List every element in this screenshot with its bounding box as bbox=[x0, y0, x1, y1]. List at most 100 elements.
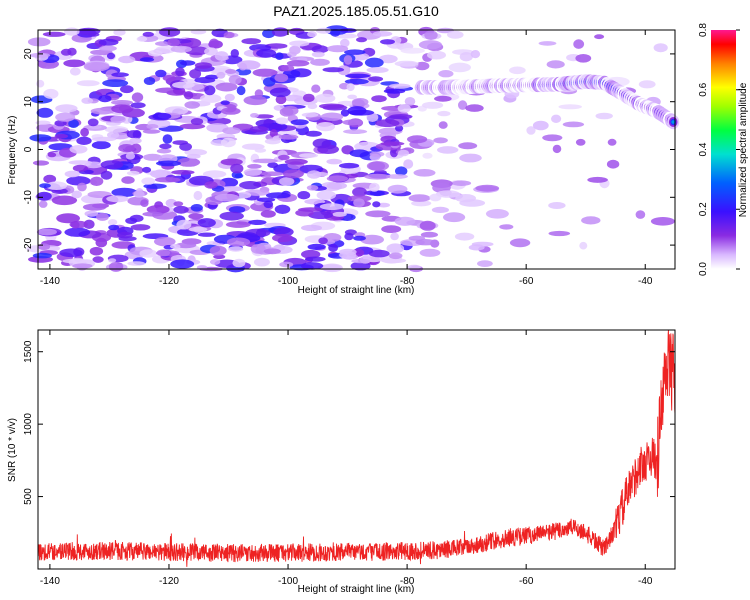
spectrogram-noise-cell bbox=[188, 226, 208, 232]
spectrogram-noise-cell bbox=[199, 94, 222, 103]
snr-frame bbox=[37, 329, 676, 570]
x-tick-label: -100 bbox=[278, 576, 298, 587]
spectrogram-noise-cell bbox=[575, 54, 592, 63]
spectrogram-noise-cell bbox=[67, 47, 77, 56]
spectrogram-noise-cell bbox=[120, 85, 134, 94]
spectrogram-noise-cell bbox=[188, 213, 204, 220]
spectrogram-noise-cell bbox=[111, 187, 138, 197]
spectrogram-noise-cell bbox=[319, 203, 344, 211]
spectrogram-noise-cell bbox=[209, 245, 227, 256]
spectrogram-noise-cell bbox=[380, 39, 395, 45]
spectrogram-noise-cell bbox=[27, 37, 51, 47]
spectrogram-noise-cell bbox=[167, 38, 180, 47]
spectrogram-noise-cell bbox=[365, 210, 391, 218]
spectrogram-noise-cell bbox=[594, 34, 605, 40]
spectrogram-noise-cell bbox=[241, 38, 261, 45]
spectrogram-noise-cell bbox=[143, 153, 163, 161]
spectrogram-noise-cell bbox=[83, 61, 110, 72]
spectrogram-noise-cell bbox=[226, 237, 251, 247]
spectrogram-noise-cell bbox=[76, 80, 100, 87]
x-tick-label: -80 bbox=[400, 276, 415, 287]
spectrogram-noise-cell bbox=[310, 58, 330, 66]
spectrogram-noise-cell bbox=[274, 73, 289, 83]
spectrogram-noise-cell bbox=[209, 38, 219, 49]
spectrogram-noise-cell bbox=[230, 49, 239, 58]
spectrogram-noise-cell bbox=[193, 190, 203, 201]
spectrogram-noise-cell bbox=[204, 47, 218, 56]
spectrogram-noise-cell bbox=[236, 85, 246, 96]
spectrogram-noise-cell bbox=[131, 143, 142, 154]
spectrogram-noise-cell bbox=[130, 102, 146, 109]
y-tick-label: 1500 bbox=[23, 340, 34, 363]
spectrogram-noise-cell bbox=[156, 160, 181, 167]
spectrogram-noise-cell bbox=[344, 173, 359, 179]
spectrogram-noise-cell bbox=[223, 31, 235, 39]
spectrogram-noise-cell bbox=[59, 248, 83, 258]
spectrogram-noise-cell bbox=[142, 166, 152, 173]
spectrogram-noise-cell bbox=[64, 27, 80, 36]
spectrogram-noise-cell bbox=[424, 30, 438, 40]
spectrogram-noise-cell bbox=[42, 31, 66, 37]
colorbar-tick-label: 0.0 bbox=[698, 262, 709, 276]
spectrogram-noise-cell bbox=[595, 112, 613, 120]
spectrogram-noise-cell bbox=[35, 120, 51, 125]
spectrogram-noise-cell bbox=[342, 119, 363, 126]
spectrogram-noise-cell bbox=[347, 106, 367, 116]
spectrogram-noise-cell bbox=[558, 104, 582, 110]
spectrogram-noise-cell bbox=[326, 158, 343, 165]
spectrogram-noise-cell bbox=[219, 186, 244, 192]
spectrogram-noise-cell bbox=[468, 244, 485, 251]
x-tick-label: -40 bbox=[638, 276, 653, 287]
spectrogram-noise-cell bbox=[451, 180, 472, 186]
y-tick-label: -10 bbox=[23, 190, 34, 205]
spectrogram-noise-cell bbox=[96, 212, 109, 221]
spectrogram-noise-cell bbox=[418, 40, 442, 50]
spectrogram-noise-cell bbox=[364, 173, 391, 180]
spectrogram-noise-cell bbox=[89, 176, 104, 186]
spectrogram-noise-cell bbox=[311, 51, 325, 58]
spectrogram-noise-cell bbox=[638, 80, 656, 89]
spectrogram-noise-cell bbox=[352, 187, 367, 197]
spectrogram-noise-cell bbox=[344, 232, 354, 241]
spectrogram-noise-cell bbox=[458, 100, 468, 110]
spectrogram-noise-cell bbox=[32, 252, 53, 259]
spectrogram-noise-cell bbox=[394, 216, 416, 226]
spectrogram-noise-cell bbox=[587, 176, 608, 183]
spectrogram-noise-cell bbox=[415, 61, 430, 71]
spectrogram-noise-cell bbox=[234, 173, 244, 179]
spectrogram-noise-cell bbox=[295, 209, 314, 217]
spectrogram-noise-cell bbox=[278, 134, 299, 140]
x-tick-label: -60 bbox=[519, 276, 534, 287]
spectrogram-noise-cell bbox=[32, 160, 50, 166]
spectrogram-noise-cell bbox=[411, 200, 432, 207]
spectrogram-noise-cell bbox=[72, 164, 88, 172]
snr-series bbox=[37, 329, 676, 567]
spectrogram-noise-cell bbox=[311, 84, 321, 93]
spectrogram-noise-cell bbox=[173, 205, 189, 214]
spectrogram-noise-cell bbox=[129, 137, 142, 144]
spectrogram-noise-cell bbox=[328, 243, 338, 252]
spectrogram-noise-cell bbox=[222, 127, 241, 135]
spectrogram-noise-cell bbox=[438, 70, 454, 78]
spectrogram-noise-cell bbox=[262, 29, 276, 39]
spectrogram-noise-cell bbox=[83, 219, 95, 229]
spectrogram-noise-cell bbox=[228, 246, 244, 252]
spectrogram-noise-cell bbox=[154, 236, 176, 247]
x-tick-label: -140 bbox=[40, 576, 60, 587]
spectrogram-noise-cell bbox=[275, 52, 284, 60]
spectrogram-noise-cell bbox=[274, 204, 291, 214]
spectrogram-noise-cell bbox=[606, 159, 620, 169]
spectrogram-noise-cell bbox=[306, 185, 319, 191]
spectrogram-noise-cell bbox=[91, 141, 111, 150]
spectrogram-noise-cell bbox=[437, 110, 451, 117]
spectrogram-noise-cell bbox=[254, 114, 274, 119]
spectrogram-noise-cell bbox=[90, 107, 115, 115]
x-tick-label: -140 bbox=[40, 276, 60, 287]
spectrogram-noise-cell bbox=[70, 221, 80, 229]
spectrogram-noise-cell bbox=[551, 114, 562, 124]
spectrogram-noise-cell bbox=[250, 113, 259, 118]
spectrogram-noise-cell bbox=[269, 87, 291, 98]
spectrogram-noise-cell bbox=[142, 211, 164, 217]
spectrogram-noise-cell bbox=[271, 27, 289, 37]
spectrogram-noise-cell bbox=[47, 152, 57, 158]
